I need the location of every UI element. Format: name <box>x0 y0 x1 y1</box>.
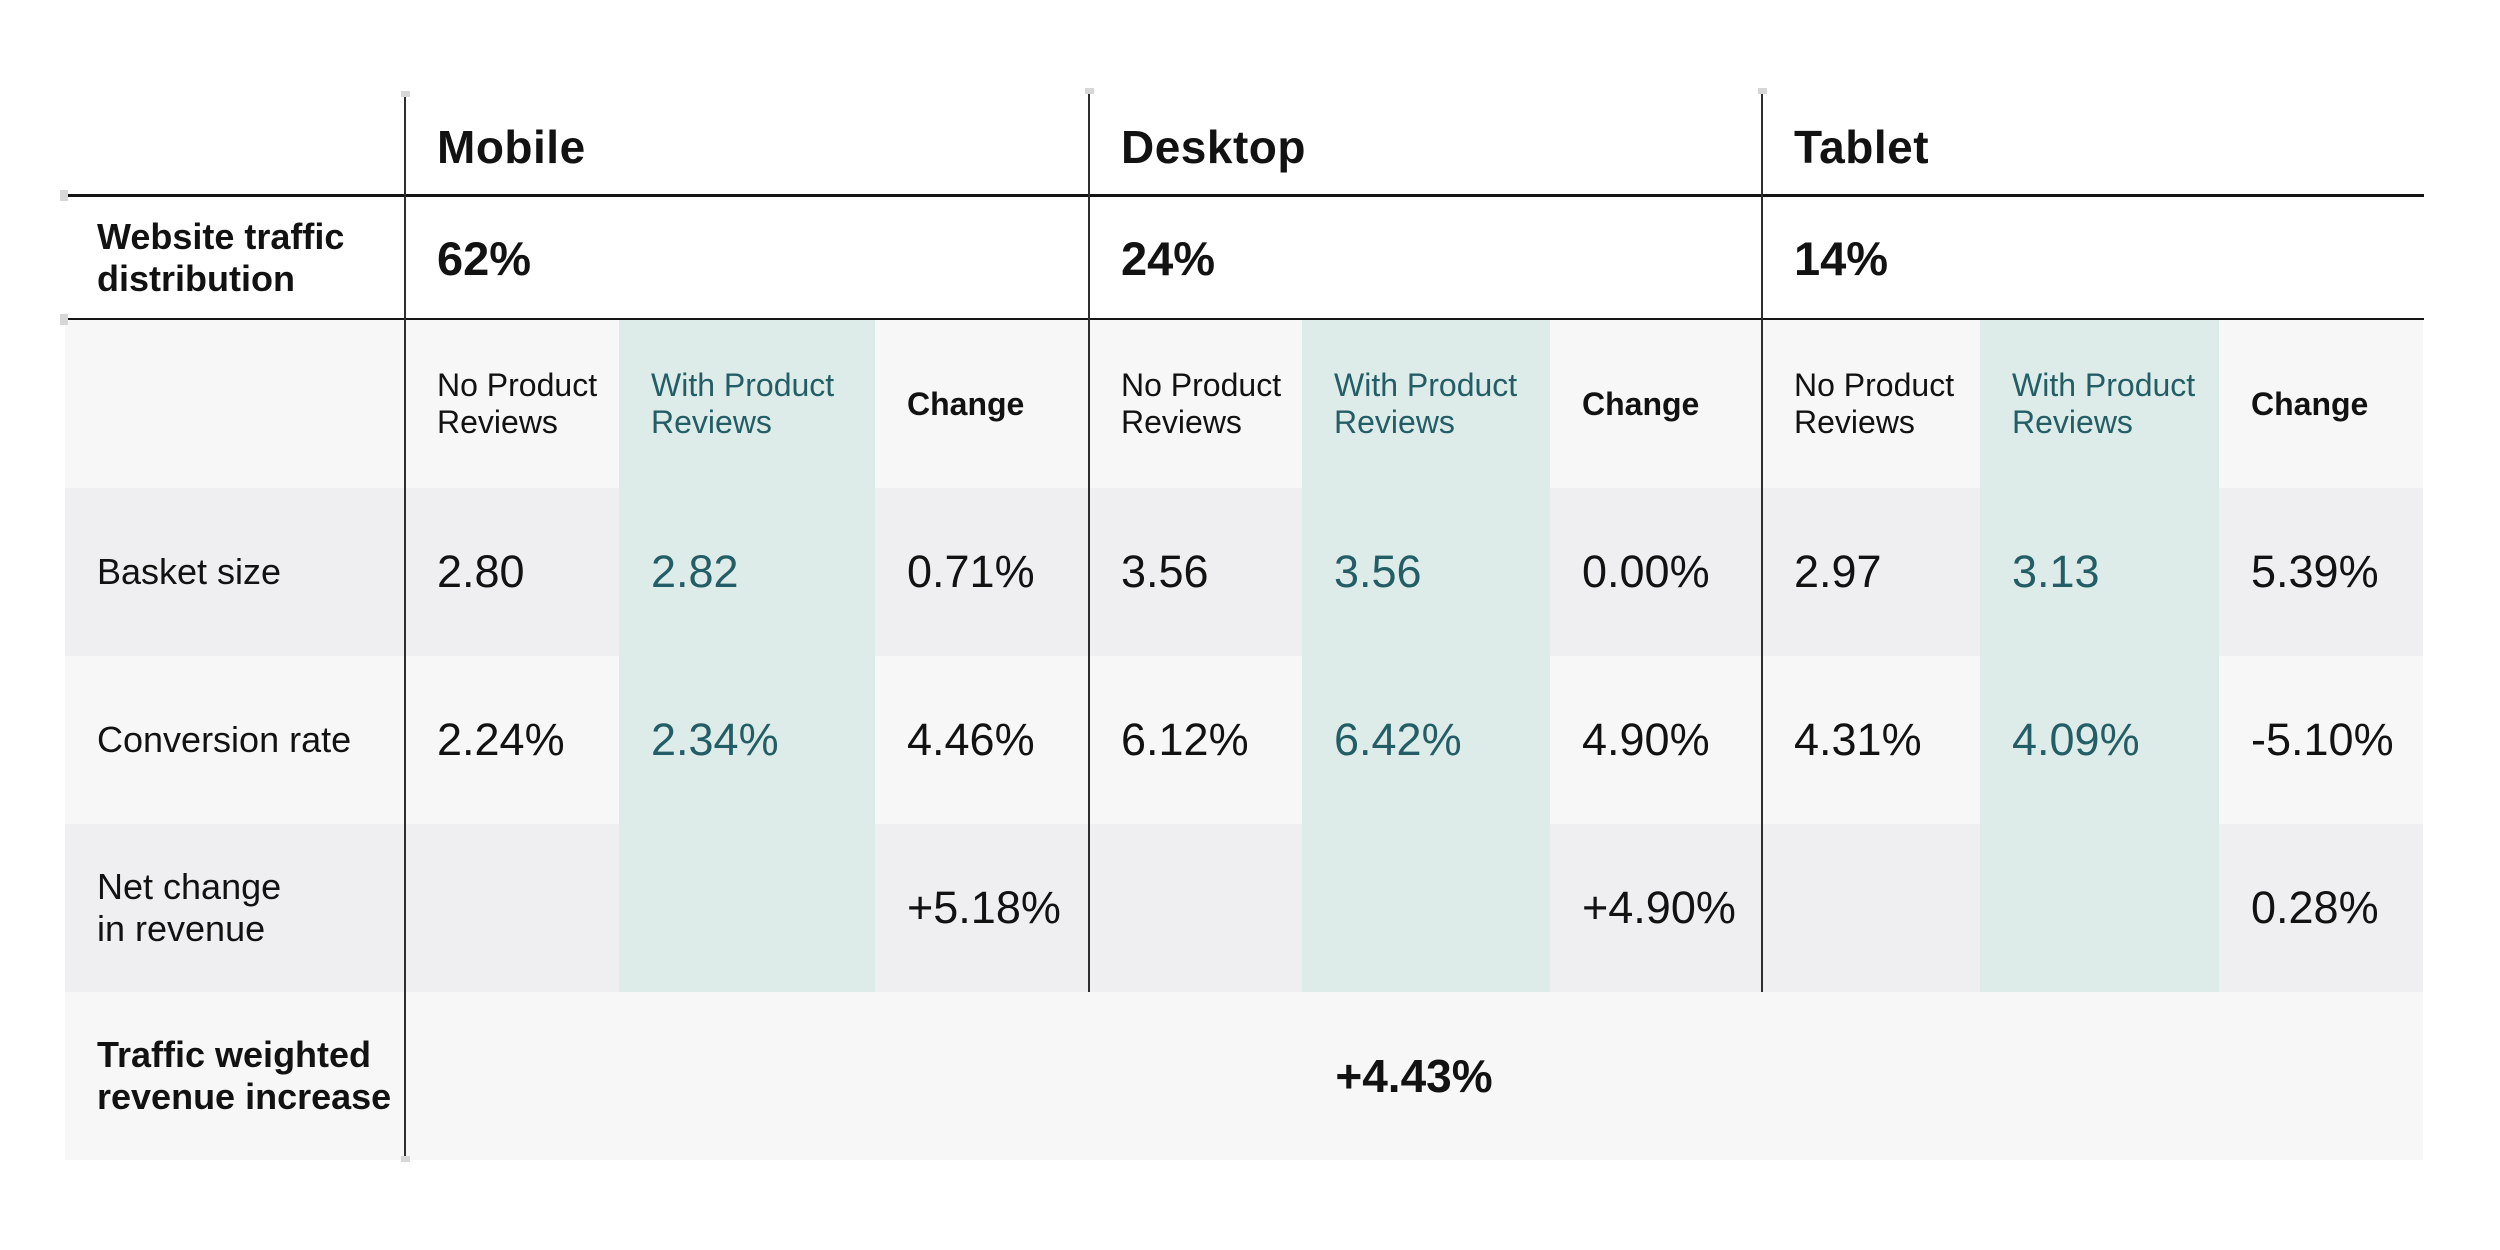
conversion-desktop-no-reviews: 6.12% <box>1121 714 1249 765</box>
basket-desktop-with-reviews: 3.56 <box>1334 546 1422 597</box>
divider-mobile-desktop <box>1088 94 1090 992</box>
basket-tablet-with-reviews: 3.13 <box>2012 546 2100 597</box>
conversion-mobile-change: 4.46% <box>907 714 1035 765</box>
column-header-mobile-change: Change <box>907 385 1025 422</box>
traffic-share-mobile: 62% <box>437 231 532 285</box>
basket-mobile-no-reviews: 2.80 <box>437 546 525 597</box>
conversion-tablet-no-reviews: 4.31% <box>1794 714 1922 765</box>
divider-labels-mobile <box>404 97 406 1160</box>
rule-under-traffic-row <box>64 318 2424 320</box>
row-label-basket-size: Basket size <box>97 550 282 592</box>
device-header-desktop: Desktop <box>1121 120 1306 173</box>
conversion-tablet-change: -5.10% <box>2251 714 2394 765</box>
traffic-share-tablet: 14% <box>1794 231 1889 285</box>
rule-under-device-header <box>64 194 2424 197</box>
device-header-tablet: Tablet <box>1794 120 1930 173</box>
line-end-cap <box>60 190 68 201</box>
net-change-tablet: 0.28% <box>2251 882 2379 933</box>
row-label-traffic-weighted: Traffic weighted revenue increase <box>97 1033 392 1117</box>
line-end-cap <box>401 1156 410 1162</box>
row-label-traffic-distribution: Website traffic distribution <box>97 215 345 299</box>
highlight-column-mobile-with-reviews <box>619 320 875 992</box>
column-header-mobile-no-reviews: No Product Reviews <box>437 367 598 440</box>
line-end-cap <box>60 314 68 325</box>
conversion-mobile-no-reviews: 2.24% <box>437 714 565 765</box>
line-end-cap <box>401 91 410 97</box>
column-header-tablet-no-reviews: No Product Reviews <box>1794 367 1955 440</box>
basket-desktop-no-reviews: 3.56 <box>1121 546 1209 597</box>
basket-tablet-change: 5.39% <box>2251 546 2379 597</box>
device-header-mobile: Mobile <box>437 120 586 173</box>
divider-desktop-tablet <box>1761 94 1763 992</box>
basket-desktop-change: 0.00% <box>1582 546 1710 597</box>
highlight-column-desktop-with-reviews <box>1302 320 1550 992</box>
net-change-desktop: +4.90% <box>1582 882 1736 933</box>
column-header-desktop-change: Change <box>1582 385 1700 422</box>
net-change-mobile: +5.18% <box>907 882 1061 933</box>
line-end-cap <box>1758 88 1767 94</box>
conversion-tablet-with-reviews: 4.09% <box>2012 714 2140 765</box>
row-label-net-change: Net change in revenue <box>97 865 282 949</box>
conversion-desktop-change: 4.90% <box>1582 714 1710 765</box>
column-header-desktop-with-reviews: With Product Reviews <box>1334 367 1518 440</box>
basket-mobile-change: 0.71% <box>907 546 1035 597</box>
reviews-impact-table: Mobile Desktop Tablet Website traffic di… <box>60 88 2424 1162</box>
column-header-desktop-no-reviews: No Product Reviews <box>1121 367 1282 440</box>
basket-mobile-with-reviews: 2.82 <box>651 546 739 597</box>
row-stripe-traffic-weighted <box>65 992 2423 1160</box>
traffic-weighted-revenue-increase-value: +4.43% <box>1335 1050 1493 1102</box>
line-end-cap <box>1085 88 1094 94</box>
conversion-mobile-with-reviews: 2.34% <box>651 714 779 765</box>
traffic-share-desktop: 24% <box>1121 231 1216 285</box>
highlight-column-tablet-with-reviews <box>1980 320 2219 992</box>
conversion-desktop-with-reviews: 6.42% <box>1334 714 1462 765</box>
row-label-conversion-rate: Conversion rate <box>97 718 352 760</box>
basket-tablet-no-reviews: 2.97 <box>1794 546 1882 597</box>
column-header-tablet-with-reviews: With Product Reviews <box>2012 367 2196 440</box>
column-header-mobile-with-reviews: With Product Reviews <box>651 367 835 440</box>
column-header-tablet-change: Change <box>2251 385 2369 422</box>
